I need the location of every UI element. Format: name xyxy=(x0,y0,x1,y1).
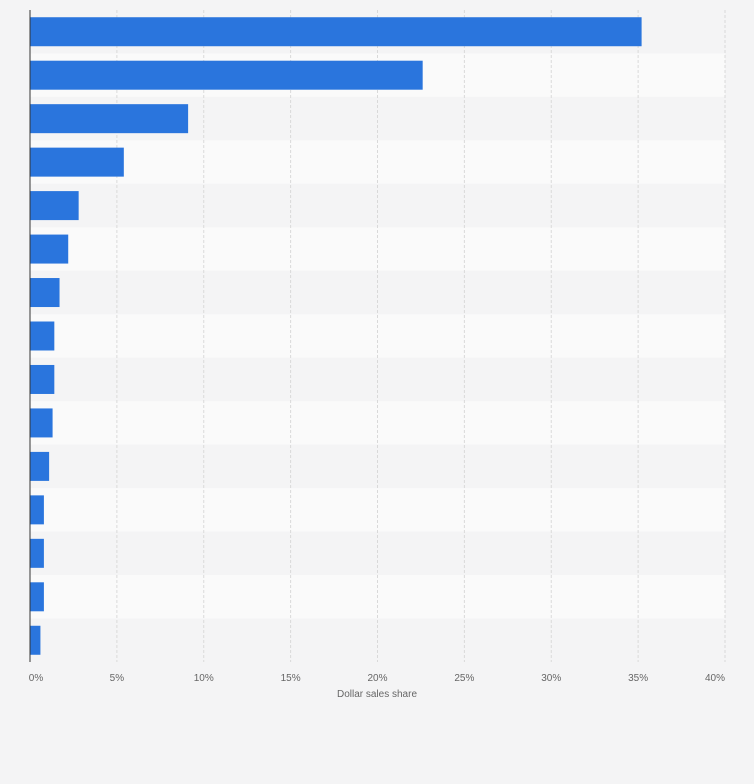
bar xyxy=(30,451,50,481)
bar xyxy=(30,60,423,90)
x-tick-label: 25% xyxy=(454,673,474,684)
row-stripe xyxy=(30,227,725,271)
gridlines xyxy=(116,10,726,662)
bar xyxy=(30,191,79,221)
x-tick-label: 30% xyxy=(541,673,561,684)
bar xyxy=(30,625,41,655)
x-tick-label: 15% xyxy=(281,673,301,684)
x-axis-label: Dollar sales share xyxy=(337,689,417,700)
x-tick-label: 20% xyxy=(367,673,387,684)
bar xyxy=(30,278,60,308)
bar xyxy=(30,408,53,438)
x-tick-label: 10% xyxy=(194,673,214,684)
bar xyxy=(30,234,69,264)
bars xyxy=(30,17,642,655)
x-tick-label: 5% xyxy=(110,673,125,684)
bar xyxy=(30,538,44,568)
bar xyxy=(30,321,55,351)
bar xyxy=(30,364,55,394)
x-tick-label: 35% xyxy=(628,673,648,684)
x-axis-ticks: 0% 5% 10% 15% 20% 25% 30% 35% 40% xyxy=(29,673,725,684)
bar xyxy=(30,147,124,177)
x-tick-label: 40% xyxy=(705,673,725,684)
x-tick-label: 0% xyxy=(29,673,44,684)
bar xyxy=(30,17,642,47)
row-stripe xyxy=(30,531,725,576)
bar xyxy=(30,104,189,134)
bar xyxy=(30,495,44,525)
row-stripe xyxy=(30,357,725,402)
bar xyxy=(30,582,44,612)
